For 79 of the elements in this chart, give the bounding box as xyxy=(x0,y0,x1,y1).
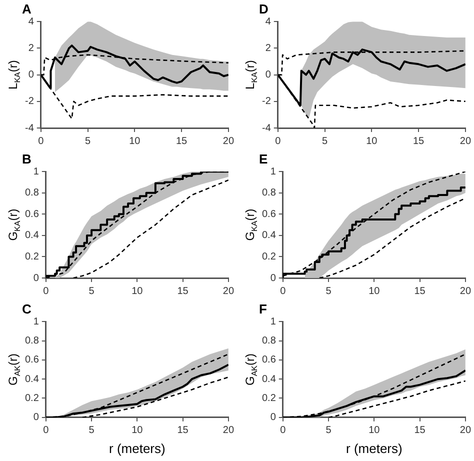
y-tick-label: 4 xyxy=(28,16,34,28)
line-series xyxy=(318,198,466,278)
y-tick-label: 1 xyxy=(270,166,276,178)
y-tick-label: 0.6 xyxy=(262,354,276,366)
y-tick-label: -4 xyxy=(24,122,34,134)
y-axis-title: GKA(r) xyxy=(6,208,22,241)
y-tick-label: 0.2 xyxy=(262,392,276,404)
y-axis-title: GAK(r) xyxy=(6,353,22,386)
y-tick-label: 2 xyxy=(28,42,34,54)
y-tick-label: 0.4 xyxy=(262,374,276,385)
x-tick-label: 0 xyxy=(280,286,286,297)
y-tick-label: 0.8 xyxy=(24,188,40,199)
x-axis-title: r (meters) xyxy=(109,440,166,456)
line-series xyxy=(328,380,466,418)
x-tick-label: 20 xyxy=(460,286,472,297)
y-tick-label: 0.6 xyxy=(262,208,276,220)
y-tick-label: 0 xyxy=(33,272,40,284)
x-tick-label: 5 xyxy=(326,425,332,436)
x-tick-label: 20 xyxy=(222,136,234,147)
chart-title: B xyxy=(22,151,32,166)
chart-title: E xyxy=(259,151,268,166)
x-tick-label: 10 xyxy=(132,425,144,436)
line-series xyxy=(72,179,228,278)
x-tick-label: 0 xyxy=(280,425,286,436)
chart-title: D xyxy=(259,1,268,16)
x-tick-label: 20 xyxy=(222,425,234,436)
x-tick-label: 15 xyxy=(412,136,425,147)
x-axis-title: r (meters) xyxy=(346,440,402,456)
x-tick-label: 10 xyxy=(132,286,144,297)
y-axis-title: LKA(r) xyxy=(6,60,22,90)
y-tick-label: 2 xyxy=(265,42,272,54)
x-tick-label: 10 xyxy=(366,136,378,147)
y-axis-title: GAK(r) xyxy=(243,353,259,386)
chart-title: F xyxy=(259,301,267,316)
x-tick-label: 20 xyxy=(460,136,472,147)
y-tick-label: 0.8 xyxy=(24,336,40,347)
chart-title: A xyxy=(22,1,32,16)
y-tick-label: 0 xyxy=(270,412,276,424)
y-tick-label: 0.8 xyxy=(262,336,276,347)
y-tick-label: 0 xyxy=(28,70,34,81)
y-tick-label: 1 xyxy=(270,316,276,328)
x-tick-label: 5 xyxy=(326,286,332,297)
y-tick-label: 4 xyxy=(265,16,272,28)
x-tick-label: 15 xyxy=(177,425,189,436)
x-tick-label: 5 xyxy=(88,286,95,297)
y-tick-label: 1 xyxy=(33,166,40,178)
y-tick-label: -2 xyxy=(262,96,272,108)
x-tick-label: 5 xyxy=(88,425,95,436)
x-tick-label: 20 xyxy=(222,286,234,297)
x-tick-label: 15 xyxy=(414,425,426,436)
x-tick-label: 5 xyxy=(322,136,328,147)
x-tick-label: 10 xyxy=(129,136,141,147)
x-tick-label: 15 xyxy=(176,136,188,147)
y-tick-label: 0 xyxy=(265,70,272,81)
y-tick-label: 0 xyxy=(270,272,276,284)
x-tick-label: 0 xyxy=(43,425,50,436)
y-tick-label: 0.2 xyxy=(24,251,40,262)
y-tick-label: 0.4 xyxy=(24,230,40,242)
y-tick-label: 1 xyxy=(33,316,40,328)
y-tick-label: 0.6 xyxy=(24,208,40,220)
x-tick-label: 15 xyxy=(177,286,189,297)
y-tick-label: 0.4 xyxy=(24,374,40,385)
y-tick-label: 0.2 xyxy=(262,251,276,262)
y-tick-label: 0.2 xyxy=(24,392,40,404)
x-tick-label: 20 xyxy=(460,425,472,436)
y-tick-label: -2 xyxy=(24,96,34,108)
y-tick-label: 0.8 xyxy=(262,188,276,199)
y-tick-label: 0 xyxy=(33,412,40,424)
x-tick-label: 15 xyxy=(414,286,426,297)
chart-title: C xyxy=(22,301,32,316)
y-axis-title: LKA(r) xyxy=(243,60,259,90)
x-tick-label: 0 xyxy=(43,286,50,297)
x-tick-label: 10 xyxy=(368,286,380,297)
x-tick-label: 10 xyxy=(368,425,380,436)
x-tick-label: 5 xyxy=(84,136,91,147)
y-tick-label: 0.6 xyxy=(24,354,40,366)
y-tick-label: -4 xyxy=(262,122,272,134)
y-axis-title: GKA(r) xyxy=(243,208,259,241)
y-tick-label: 0.4 xyxy=(262,230,276,242)
